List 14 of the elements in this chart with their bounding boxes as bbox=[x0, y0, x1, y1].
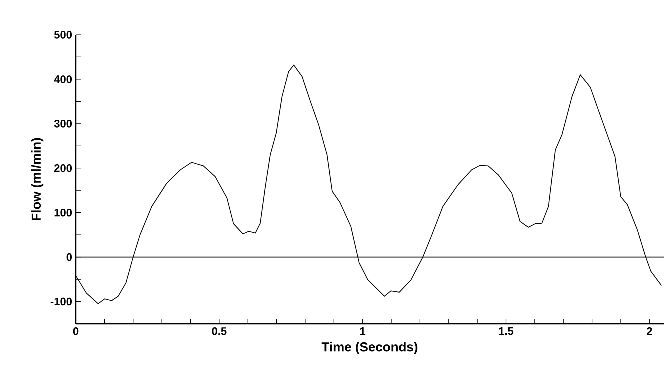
x-tick-label: 2 bbox=[646, 328, 652, 336]
x-tick-label: 0 bbox=[73, 328, 79, 336]
y-tick-label: 0 bbox=[66, 253, 72, 262]
y-tick-label: 400 bbox=[54, 76, 72, 84]
y-axis-title: Flow (ml/min) bbox=[31, 138, 44, 221]
y-tick-label: -100 bbox=[50, 298, 72, 306]
x-tick-label: 1 bbox=[360, 328, 366, 336]
x-tick-label: 0.5 bbox=[212, 328, 227, 336]
y-tick-label: 200 bbox=[54, 164, 72, 172]
x-axis-title: Time (Seconds) bbox=[322, 342, 418, 354]
x-tick-label: 1.5 bbox=[499, 328, 514, 336]
y-tick-label: 500 bbox=[54, 31, 72, 39]
y-tick-label: 100 bbox=[54, 208, 72, 217]
y-tick-label: 300 bbox=[54, 120, 72, 128]
